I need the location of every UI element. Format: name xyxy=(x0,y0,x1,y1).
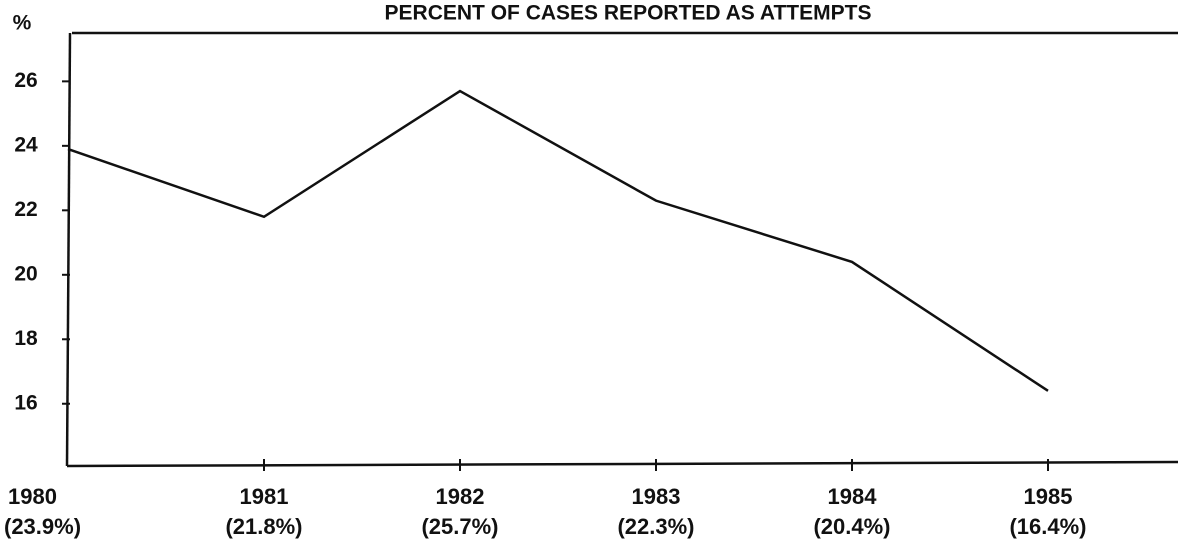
y-tick-label: 18 xyxy=(14,327,38,350)
x-tick-label: 1981 xyxy=(240,484,289,509)
x-tick-label: 1982 xyxy=(436,484,485,509)
y-tick-label: 24 xyxy=(14,133,38,156)
x-axis xyxy=(66,460,1178,468)
x-tick-label: 1983 xyxy=(632,484,681,509)
value-label: (20.4%) xyxy=(813,514,890,539)
x-tick-label: 1984 xyxy=(828,484,878,509)
value-label: (23.9%) xyxy=(4,514,81,539)
value-label: (22.3%) xyxy=(617,514,694,539)
y-tick-label: 26 xyxy=(14,69,37,92)
value-label: (16.4%) xyxy=(1009,514,1086,539)
y-axis-label: % xyxy=(13,12,32,35)
data-line xyxy=(67,89,1049,392)
x-tick-label: 1985 xyxy=(1024,484,1073,509)
x-tick-label: 1980 xyxy=(8,484,57,509)
y-tick-label: 22 xyxy=(14,198,37,221)
y-axis xyxy=(65,32,72,467)
value-label: (25.7%) xyxy=(421,514,498,539)
value-label: (21.8%) xyxy=(225,514,302,539)
chart-title: PERCENT OF CASES REPORTED AS ATTEMPTS xyxy=(385,2,872,25)
y-tick-label: 20 xyxy=(14,262,37,285)
y-tick-label: 16 xyxy=(14,391,37,414)
